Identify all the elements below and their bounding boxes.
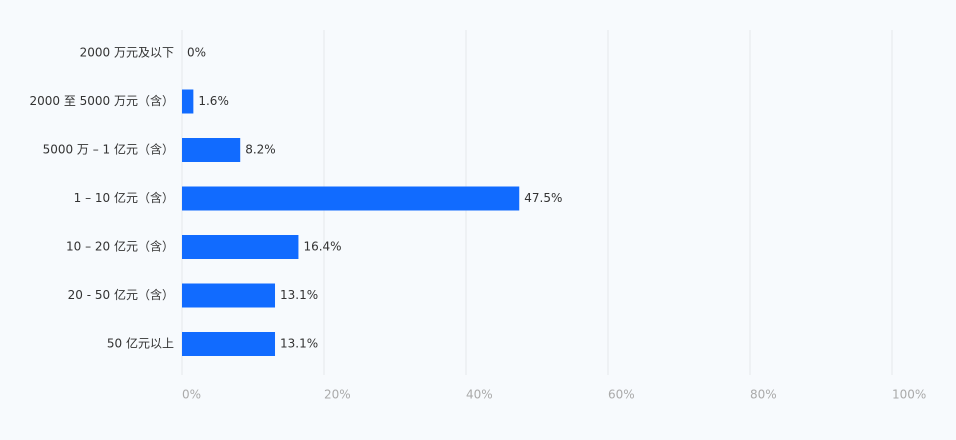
x-axis-tick-labels: 0% 20% 40% 60% 80% 100%: [182, 388, 926, 402]
bar: [182, 186, 520, 211]
value-label: 0%: [187, 46, 206, 60]
bar: [182, 332, 276, 356]
bar: [182, 138, 241, 162]
value-label: 13.1%: [280, 337, 318, 351]
value-label: 1.6%: [198, 94, 229, 108]
category-label: 1 – 10 亿元（含）: [74, 190, 174, 205]
x-tick-label: 80%: [750, 388, 777, 402]
x-tick-label: 20%: [324, 388, 351, 402]
category-label: 2000 至 5000 万元（含）: [29, 93, 174, 108]
category-label: 50 亿元以上: [107, 336, 174, 351]
value-label: 8.2%: [245, 143, 276, 157]
value-label: 16.4%: [303, 240, 341, 254]
bar: [182, 283, 276, 308]
bar: [182, 89, 194, 114]
category-label: 20 - 50 亿元（含）: [68, 287, 174, 302]
category-label: 10 – 20 亿元（含）: [66, 239, 174, 254]
x-tick-label: 40%: [466, 388, 493, 402]
value-labels: 0% 1.6% 8.2% 47.5% 16.4% 13.1% 13.1%: [187, 46, 562, 351]
value-label: 13.1%: [280, 288, 318, 302]
x-tick-label: 60%: [608, 388, 635, 402]
bars: [182, 89, 520, 356]
category-label: 5000 万 – 1 亿元（含）: [43, 142, 174, 157]
category-labels: 2000 万元及以下 2000 至 5000 万元（含） 5000 万 – 1 亿元…: [29, 46, 174, 351]
bar: [182, 235, 299, 259]
x-tick-label: 100%: [892, 388, 926, 402]
x-tick-label: 0%: [182, 388, 201, 402]
category-label: 2000 万元及以下: [80, 46, 174, 60]
value-label: 47.5%: [524, 191, 562, 205]
